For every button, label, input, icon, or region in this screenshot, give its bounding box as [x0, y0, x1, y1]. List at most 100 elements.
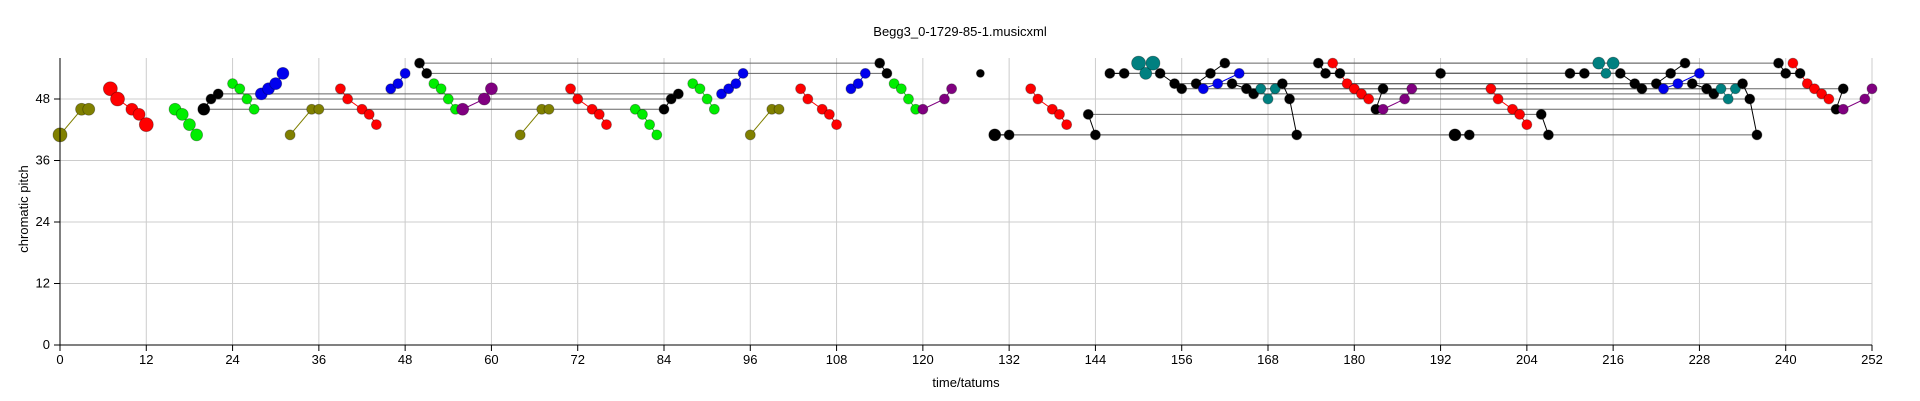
- note-point: [1794, 67, 1806, 79]
- note-point: [1658, 83, 1669, 95]
- note-point: [1061, 119, 1073, 131]
- note-point: [1435, 67, 1446, 79]
- note-point: [701, 93, 713, 105]
- x-tick-label: 0: [56, 352, 63, 367]
- note-point: [1492, 93, 1504, 105]
- note-point: [816, 103, 828, 115]
- note-point: [744, 129, 756, 141]
- note-point: [586, 103, 598, 115]
- note-point: [1348, 83, 1360, 95]
- note-point: [1606, 56, 1620, 70]
- note-point: [1507, 103, 1518, 115]
- y-tick-label: 36: [36, 153, 50, 168]
- note-point: [1139, 66, 1153, 80]
- y-tick-label: 48: [36, 91, 50, 106]
- note-point: [335, 83, 346, 95]
- note-point: [1780, 67, 1792, 79]
- note-point: [708, 103, 720, 115]
- note-point: [234, 83, 246, 95]
- note-point: [1377, 83, 1389, 95]
- note-point: [421, 67, 433, 79]
- note-points: [52, 55, 1878, 143]
- note-point: [644, 119, 656, 131]
- note-point: [802, 93, 814, 105]
- note-point: [1197, 83, 1209, 95]
- chart-title: Begg3_0-1729-85-1.musicxml: [873, 24, 1047, 39]
- note-point: [414, 57, 425, 69]
- axes: 0 12 24 36 48 60 72 84 96 108 120 132 144 156 168 180 19…: [36, 58, 1883, 367]
- note-point: [428, 78, 440, 90]
- note-point: [975, 68, 985, 78]
- note-point: [1118, 67, 1130, 79]
- grid: [59, 58, 1873, 346]
- note-point: [1816, 88, 1828, 100]
- note-point: [1859, 93, 1871, 105]
- note-point: [888, 78, 900, 90]
- note-point: [477, 92, 491, 106]
- note-point: [1131, 55, 1146, 71]
- note-point: [1801, 78, 1813, 90]
- melodic-link: [1281, 83, 1298, 135]
- note-point: [1082, 108, 1094, 120]
- note-point: [1169, 78, 1180, 90]
- note-point: [342, 93, 354, 105]
- note-point: [435, 83, 447, 95]
- note-point: [1751, 129, 1763, 141]
- x-tick-label: 96: [743, 352, 757, 367]
- x-tick-label: 72: [570, 352, 584, 367]
- x-tick-label: 48: [398, 352, 412, 367]
- note-point: [852, 78, 864, 90]
- note-point: [1535, 108, 1547, 120]
- note-point: [1154, 67, 1166, 79]
- note-point: [1090, 129, 1101, 141]
- note-point: [831, 119, 842, 131]
- x-tick-label: 192: [1430, 352, 1452, 367]
- note-point: [1744, 93, 1756, 105]
- note-point: [1866, 83, 1878, 95]
- note-point: [269, 77, 283, 91]
- note-point: [1399, 93, 1411, 105]
- note-point: [823, 108, 835, 120]
- note-point: [1578, 67, 1590, 79]
- note-point: [241, 93, 253, 105]
- note-point: [1226, 78, 1238, 90]
- x-tick-label: 204: [1516, 352, 1538, 367]
- note-point: [946, 83, 958, 95]
- y-tick-label: 24: [36, 214, 50, 229]
- note-point: [1363, 93, 1375, 105]
- note-point: [1564, 67, 1576, 79]
- note-point: [1715, 83, 1727, 95]
- note-point: [565, 83, 576, 95]
- note-point: [1672, 78, 1684, 90]
- note-point: [1269, 83, 1281, 95]
- note-point: [514, 129, 526, 141]
- note-point: [1485, 83, 1497, 95]
- note-point: [110, 91, 125, 107]
- note-point: [1406, 83, 1418, 95]
- note-point: [723, 83, 735, 95]
- note-point: [572, 93, 584, 105]
- note-point: [1276, 78, 1288, 90]
- y-tick-label: 0: [43, 337, 50, 352]
- note-point: [1629, 78, 1641, 90]
- note-point: [1837, 83, 1849, 95]
- x-tick-label: 180: [1343, 352, 1365, 367]
- note-point: [1248, 88, 1260, 100]
- note-point: [1233, 67, 1245, 79]
- x-tick-label: 60: [484, 352, 498, 367]
- note-point: [1650, 78, 1662, 90]
- note-point: [1809, 83, 1820, 95]
- note-point: [1679, 57, 1691, 69]
- note-point: [1701, 83, 1713, 95]
- note-point: [276, 66, 290, 80]
- note-point: [248, 103, 260, 115]
- note-point: [102, 81, 118, 97]
- x-axis-label: time/tatums: [932, 375, 1000, 390]
- note-point: [903, 93, 914, 105]
- note-point: [1341, 78, 1353, 90]
- x-tick-label: 132: [998, 352, 1020, 367]
- x-tick-label: 84: [657, 352, 671, 367]
- note-point: [1521, 119, 1533, 131]
- note-point: [1262, 93, 1274, 105]
- note-point: [601, 119, 612, 131]
